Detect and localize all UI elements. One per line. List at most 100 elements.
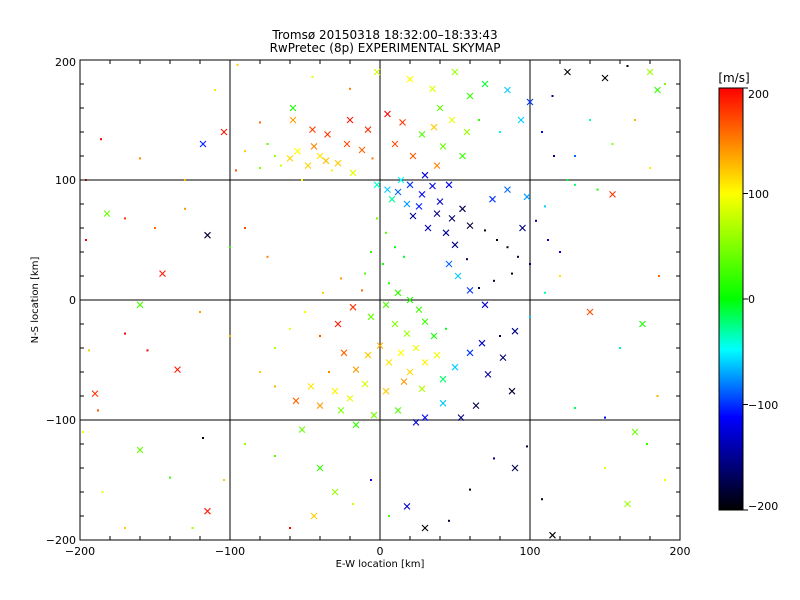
data-point-dot [301, 179, 303, 181]
data-point-dot [385, 231, 387, 234]
data-point-cross [403, 200, 411, 208]
data-point-cross [382, 387, 390, 395]
data-point-cross [409, 152, 417, 160]
data-point-dot [244, 443, 246, 445]
data-point-cross [586, 308, 594, 316]
data-point-cross [445, 260, 453, 268]
data-point-dot [259, 167, 261, 169]
data-point-cross [459, 205, 466, 213]
data-point-dot [361, 289, 363, 292]
data-point-cross [334, 159, 342, 167]
data-point-dot [124, 332, 126, 335]
data-point-dot [100, 138, 102, 141]
data-point-dot [199, 311, 201, 313]
data-point-cross [400, 378, 408, 385]
data-point-cross [412, 419, 420, 426]
data-point-dot [493, 457, 495, 460]
data-point-cross [519, 224, 526, 232]
data-point-cross [436, 104, 444, 112]
data-point-cross [523, 193, 531, 201]
data-point-cross [367, 313, 375, 321]
data-point-dot [319, 335, 321, 337]
colorbar-unit: [m/s] [718, 71, 749, 85]
data-point-dot [370, 479, 372, 481]
data-point-cross [454, 272, 462, 280]
data-point-cross [499, 354, 507, 361]
data-point-dot [274, 455, 276, 457]
data-point-cross [324, 131, 331, 138]
data-point-dot [311, 75, 314, 78]
data-point-cross [204, 507, 211, 515]
data-point-cross [433, 351, 441, 359]
data-point-cross [466, 92, 474, 100]
data-point-cross [448, 116, 456, 124]
data-point-cross [439, 143, 447, 150]
data-point-cross [310, 143, 318, 150]
y-axis-label: N-S location [km] [30, 257, 41, 344]
data-point-cross [406, 75, 414, 83]
data-point-dot [596, 188, 599, 191]
data-point-dot [517, 255, 519, 258]
data-point-cross [91, 390, 99, 397]
data-point-cross [421, 524, 429, 532]
data-point-cross [406, 368, 414, 376]
y-tick-label: 0 [69, 294, 76, 307]
data-point-cross [397, 176, 405, 184]
data-point-cross [504, 186, 511, 193]
data-point-dot [184, 179, 186, 181]
data-point-dot [484, 229, 486, 232]
data-point-cross [463, 128, 471, 136]
data-point-cross [439, 399, 447, 407]
data-point-dot [370, 251, 372, 253]
x-tick-label: 100 [520, 545, 541, 558]
data-point-cross [424, 224, 432, 232]
data-point-dot [229, 335, 231, 337]
data-point-dot [214, 89, 216, 91]
data-point-cross [337, 407, 345, 414]
data-point-cross [388, 195, 396, 203]
data-point-cross [358, 146, 366, 154]
data-point-cross [391, 320, 399, 328]
data-point-cross [439, 375, 447, 383]
data-point-cross [415, 306, 423, 313]
data-point-dot [388, 282, 390, 285]
data-point-cross [481, 80, 489, 88]
data-point-dot [553, 155, 555, 157]
data-point-dot [559, 275, 561, 277]
chart-subtitle: RwPretec (8p) EXPERIMENTAL SKYMAP [270, 41, 501, 55]
axis-ticks [79, 59, 681, 541]
data-point-cross [384, 186, 391, 193]
data-point-dot [274, 347, 276, 349]
data-point-cross [403, 503, 411, 510]
data-point-cross [504, 86, 511, 94]
data-point-dot [289, 327, 291, 330]
data-point-dot [388, 515, 390, 517]
colorbar-ticks [743, 87, 748, 511]
data-point-cross [382, 301, 390, 309]
data-point-cross [646, 68, 654, 76]
data-point-dot [478, 287, 480, 289]
data-point-cross [394, 188, 402, 196]
data-point-cross [436, 198, 444, 205]
data-point-dot [139, 157, 141, 160]
data-point-cross [433, 210, 441, 217]
data-point-cross [526, 98, 534, 106]
data-point-dot [646, 443, 648, 445]
data-point-cross [346, 116, 354, 124]
data-point-dot [371, 157, 374, 160]
data-point-cross [174, 366, 181, 373]
data-point-dot [506, 246, 509, 249]
data-point-cross [466, 287, 474, 294]
data-point-dot [541, 498, 543, 501]
data-point-cross [508, 387, 516, 395]
colorbar [718, 87, 744, 511]
data-point-cross [421, 359, 429, 366]
data-point-dot [499, 131, 501, 133]
data-point-cross [448, 215, 456, 222]
data-point-cross [451, 363, 459, 371]
data-point-cross [340, 349, 348, 357]
data-point-dot [101, 491, 104, 493]
data-point-cross [394, 289, 402, 297]
data-point-dot [322, 291, 324, 294]
